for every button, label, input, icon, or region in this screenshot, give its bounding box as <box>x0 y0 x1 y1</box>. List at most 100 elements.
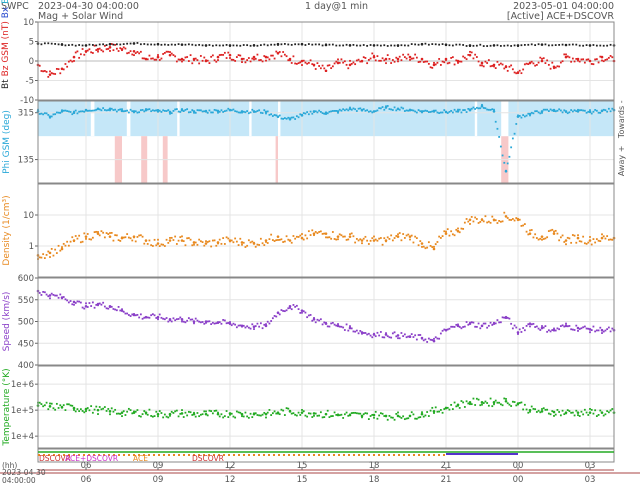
x-tick-label-upper: 09 <box>153 461 164 471</box>
data-point <box>560 414 562 416</box>
data-point <box>380 107 382 109</box>
data-vertex <box>337 414 340 417</box>
data-vertex <box>265 413 268 416</box>
data-point <box>241 244 243 246</box>
data-point <box>584 242 586 244</box>
data-point <box>510 146 512 148</box>
data-point <box>294 238 296 240</box>
data-point <box>387 335 389 337</box>
data-vertex <box>445 329 448 332</box>
data-vertex <box>337 110 340 113</box>
data-point <box>104 406 106 408</box>
data-vertex <box>505 316 508 319</box>
data-point <box>92 44 94 46</box>
data-point <box>238 411 240 413</box>
data-point <box>89 110 91 112</box>
data-point <box>126 411 128 413</box>
data-point <box>452 233 454 235</box>
data-point <box>262 60 264 62</box>
data-point <box>428 44 430 46</box>
data-point <box>215 61 217 63</box>
data-point <box>70 300 72 302</box>
data-vertex <box>181 58 184 61</box>
data-point <box>291 44 293 46</box>
data-point <box>176 243 178 245</box>
data-point <box>195 112 197 114</box>
data-point <box>109 413 111 415</box>
data-point <box>476 107 478 109</box>
data-vertex <box>349 327 352 330</box>
data-vertex <box>133 50 136 53</box>
data-point <box>462 44 464 46</box>
data-point <box>346 44 348 46</box>
data-point <box>447 228 449 230</box>
data-point <box>197 109 199 111</box>
data-point <box>390 62 392 64</box>
data-vertex <box>181 412 184 415</box>
data-point <box>241 61 243 63</box>
data-point <box>495 67 497 69</box>
data-point <box>437 241 439 243</box>
data-point <box>107 408 109 410</box>
data-point <box>186 320 188 322</box>
data-point <box>293 412 295 414</box>
data-point <box>123 410 125 412</box>
data-point <box>68 403 70 405</box>
data-point <box>183 416 185 418</box>
data-point <box>570 109 572 111</box>
data-point <box>248 327 250 329</box>
data-point <box>54 295 56 297</box>
data-point <box>337 58 339 60</box>
data-point <box>426 61 428 63</box>
data-vertex <box>517 115 520 118</box>
data-point <box>44 257 46 259</box>
data-vertex <box>277 115 280 118</box>
data-point <box>78 235 80 237</box>
data-point <box>161 243 163 245</box>
data-point <box>138 415 140 417</box>
data-point <box>248 57 250 59</box>
data-point <box>77 50 79 52</box>
data-point <box>58 407 60 409</box>
data-point <box>78 301 80 303</box>
data-point <box>215 245 217 247</box>
data-point <box>279 413 281 415</box>
data-point <box>469 223 471 225</box>
data-point <box>341 110 343 112</box>
data-point <box>421 411 423 413</box>
data-point <box>485 323 487 325</box>
data-point <box>608 327 610 329</box>
data-point <box>512 138 514 140</box>
data-point <box>293 304 295 306</box>
data-vertex <box>229 412 232 415</box>
data-point <box>209 320 211 322</box>
data-point <box>159 314 161 316</box>
data-vertex <box>109 43 112 46</box>
y-tick-label: 1e+5 <box>11 406 34 416</box>
data-point <box>551 229 553 231</box>
data-point <box>257 45 259 47</box>
data-point <box>486 62 488 64</box>
data-point <box>236 326 238 328</box>
data-vertex <box>61 296 64 299</box>
data-point <box>461 112 463 114</box>
data-point <box>527 412 529 414</box>
data-vertex <box>97 303 100 306</box>
data-point <box>594 59 596 61</box>
data-point <box>390 109 392 111</box>
data-vertex <box>517 44 520 47</box>
data-point <box>596 45 598 47</box>
data-point <box>203 323 205 325</box>
data-vertex <box>409 415 412 418</box>
data-point <box>178 43 180 45</box>
data-point <box>603 235 605 237</box>
data-vertex <box>421 58 424 61</box>
data-point <box>152 313 154 315</box>
data-point <box>174 44 176 46</box>
data-point <box>305 415 307 417</box>
data-point <box>169 51 171 53</box>
data-point <box>581 109 583 111</box>
data-point <box>243 416 245 418</box>
data-point <box>395 109 397 111</box>
data-point <box>311 44 313 46</box>
